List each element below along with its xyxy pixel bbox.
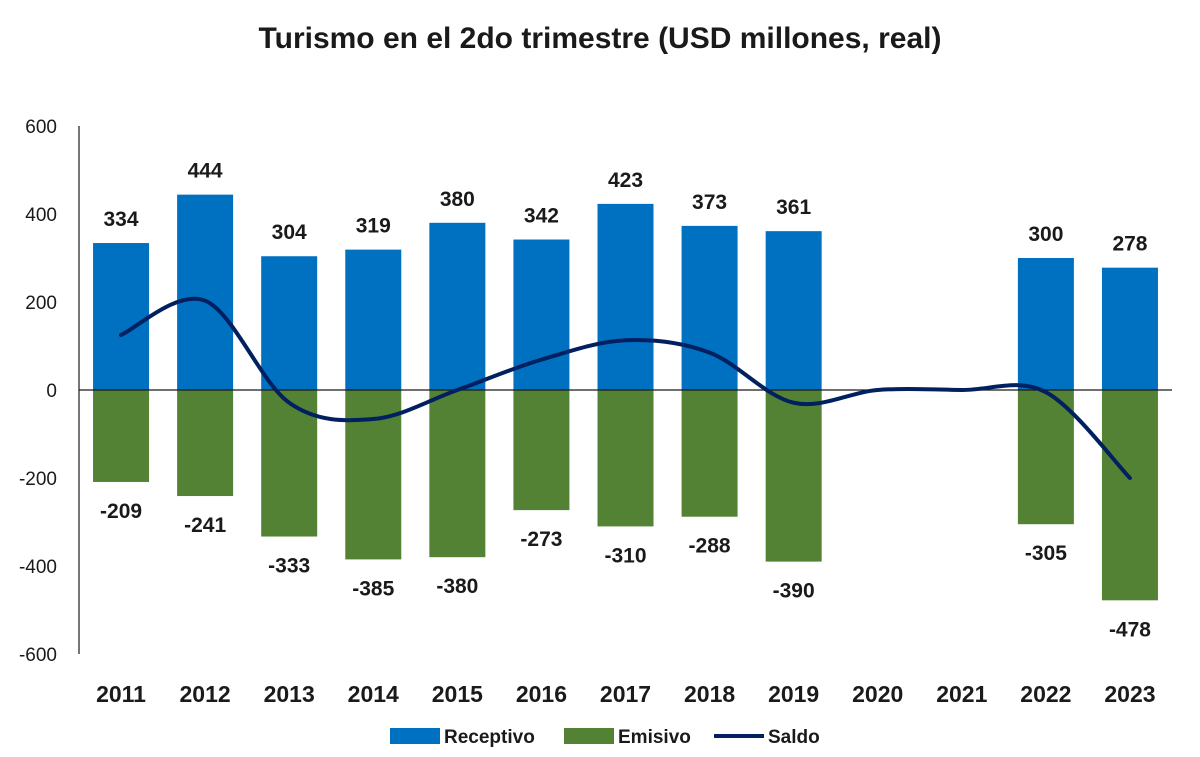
emisivo-label-2015: -380	[436, 575, 478, 598]
x-tick-label-2019: 2019	[768, 681, 819, 707]
saldo-line-layer	[119, 296, 1132, 480]
receptivo-label-2018: 373	[692, 191, 727, 214]
legend: Receptivo Emisivo Saldo	[390, 727, 820, 748]
emisivo-bar-2018	[681, 390, 738, 517]
bars-layer	[93, 194, 1158, 601]
receptivo-label-2023: 278	[1112, 233, 1147, 256]
receptivo-label-2013: 304	[272, 221, 307, 244]
legend-swatch-emisivo	[564, 728, 614, 744]
receptivo-label-2011: 334	[104, 208, 139, 231]
emisivo-bar-2015	[429, 390, 486, 558]
x-tick-label-2017: 2017	[600, 681, 651, 707]
receptivo-label-2016: 342	[524, 205, 559, 228]
axes-layer: 600 400 200 0 -200 -400 -600 2011 2012 2013 2014 20…	[19, 117, 1172, 707]
emisivo-bar-2023	[1101, 390, 1158, 601]
y-tick-label: 600	[25, 117, 57, 138]
emisivo-bar-2012	[177, 390, 234, 497]
emisivo-label-2017: -310	[604, 544, 646, 567]
y-tick-label: -200	[19, 469, 57, 490]
emisivo-bar-2011	[93, 390, 150, 482]
emisivo-label-2012: -241	[184, 514, 226, 537]
x-tick-label-2013: 2013	[264, 681, 315, 707]
y-tick-label: 400	[25, 205, 57, 226]
legend-swatch-receptivo	[390, 728, 440, 744]
legend-label-saldo: Saldo	[768, 727, 820, 748]
receptivo-label-2019: 361	[776, 196, 811, 219]
y-tick-label: 200	[25, 293, 57, 314]
emisivo-label-2022: -305	[1025, 542, 1067, 565]
emisivo-label-2013: -333	[268, 555, 310, 578]
emisivo-bar-2016	[513, 390, 570, 511]
receptivo-bar-2013	[261, 256, 318, 390]
data-labels-layer: 334 -209 444 -241 304 -333 319 -385 380 -380 342 -2…	[100, 160, 1151, 642]
x-tick-label-2015: 2015	[432, 681, 483, 707]
receptivo-bar-2017	[597, 203, 654, 390]
emisivo-bar-2022	[1017, 390, 1074, 525]
x-tick-label-2023: 2023	[1104, 681, 1155, 707]
receptivo-bar-2012	[177, 194, 234, 390]
emisivo-label-2018: -288	[689, 535, 731, 558]
receptivo-bar-2023	[1101, 267, 1158, 390]
y-tick-label: -600	[19, 645, 57, 666]
receptivo-label-2022: 300	[1028, 223, 1063, 246]
x-tick-label-2022: 2022	[1020, 681, 1071, 707]
x-tick-label-2012: 2012	[180, 681, 231, 707]
x-tick-label-2020: 2020	[852, 681, 903, 707]
emisivo-label-2016: -273	[520, 528, 562, 551]
y-tick-label: -400	[19, 557, 57, 578]
emisivo-label-2014: -385	[352, 577, 394, 600]
receptivo-bar-2022	[1017, 258, 1074, 390]
receptivo-label-2017: 423	[608, 169, 643, 192]
receptivo-bar-2019	[765, 231, 822, 390]
receptivo-label-2015: 380	[440, 188, 475, 211]
emisivo-label-2019: -390	[773, 580, 815, 603]
receptivo-bar-2011	[93, 243, 150, 390]
receptivo-bar-2015	[429, 222, 486, 390]
x-tick-label-2021: 2021	[936, 681, 987, 707]
y-tick-label: 0	[46, 381, 57, 402]
x-tick-label-2011: 2011	[96, 681, 146, 707]
emisivo-label-2023: -478	[1109, 618, 1151, 641]
x-tick-label-2018: 2018	[684, 681, 735, 707]
receptivo-bar-2014	[345, 249, 402, 390]
emisivo-label-2011: -209	[100, 500, 142, 523]
receptivo-label-2012: 444	[188, 160, 223, 183]
emisivo-bar-2019	[765, 390, 822, 562]
x-tick-label-2016: 2016	[516, 681, 567, 707]
x-tick-label-2014: 2014	[348, 681, 399, 707]
receptivo-label-2014: 319	[356, 215, 391, 238]
legend-label-emisivo: Emisivo	[618, 727, 691, 748]
chart-title: Turismo en el 2do trimestre (USD millone…	[258, 22, 942, 55]
legend-label-receptivo: Receptivo	[444, 727, 535, 748]
emisivo-bar-2017	[597, 390, 654, 527]
